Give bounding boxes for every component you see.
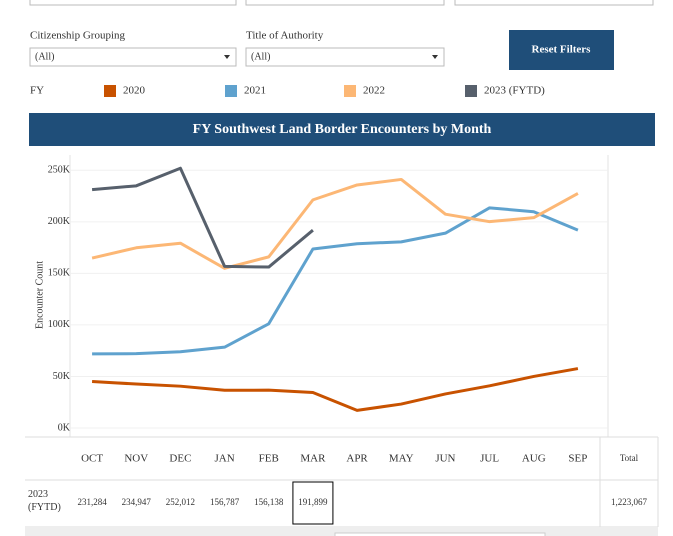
x-tick-label: FEB [259, 453, 279, 465]
legend-label: 2020 [123, 85, 146, 97]
y-tick-label: 100K [48, 319, 71, 330]
filter-dropdown-cut[interactable] [245, 0, 445, 6]
legend-label: 2022 [363, 85, 385, 97]
series-line [91, 177, 579, 270]
table-cell: 191,899 [298, 497, 328, 507]
table-cell: 156,787 [210, 497, 240, 507]
filter-label: Title of Authority [246, 30, 324, 42]
filter-value: (All) [251, 51, 270, 62]
legend-swatch [465, 85, 477, 97]
filter-dropdown[interactable] [29, 47, 237, 67]
y-axis-label: Encounter Count [34, 261, 45, 329]
filter-dropdown-cut[interactable] [29, 0, 237, 6]
x-tick-label: MAY [389, 453, 414, 465]
y-tick-label: 200K [48, 216, 71, 227]
series-line [92, 206, 579, 356]
x-tick-label: OCT [81, 453, 103, 465]
dropdown-arrow [432, 55, 438, 59]
x-tick-label: MAR [300, 453, 326, 465]
legend-title: FY [30, 85, 44, 97]
y-tick-label: 50K [53, 371, 71, 382]
footer-box [334, 532, 546, 536]
dropdown-arrow [224, 55, 230, 59]
filter-label: Citizenship Grouping [30, 30, 126, 42]
x-tick-label: APR [346, 453, 368, 465]
table-cell: 252,012 [166, 497, 195, 507]
selected-cell [292, 481, 334, 525]
x-tick-label: AUG [522, 453, 546, 465]
legend-swatch [104, 85, 116, 97]
total-header: Total [620, 453, 639, 463]
series-line [91, 367, 579, 412]
legend-label: 2021 [244, 85, 266, 97]
legend-swatch [225, 85, 237, 97]
x-tick-label: JUL [480, 453, 499, 465]
reset-button[interactable] [509, 30, 614, 70]
table-cell: 231,284 [77, 497, 107, 507]
title-bar [29, 113, 655, 146]
table-footer [25, 528, 658, 536]
table-cell: 234,947 [122, 497, 152, 507]
filter-dropdown-cut[interactable] [454, 0, 654, 6]
x-tick-label: JUN [435, 453, 455, 465]
x-tick-label: JAN [214, 453, 234, 465]
y-tick-label: 0K [58, 422, 71, 433]
chart-title: FY Southwest Land Border Encounters by M… [193, 122, 492, 137]
series-line [91, 166, 314, 269]
y-tick-label: 250K [48, 165, 71, 176]
y-tick-label: 150K [48, 268, 71, 279]
row-label: 2023 (FYTD) [28, 489, 61, 513]
row-label-box: 2023 (FYTD) [28, 489, 61, 513]
x-tick-label: NOV [124, 453, 148, 465]
filter-dropdown[interactable] [245, 47, 445, 67]
filter-value: (All) [35, 51, 54, 62]
reset-button-label: Reset Filters [532, 44, 592, 56]
legend-label: 2023 (FYTD) [484, 85, 545, 97]
x-tick-label: DEC [169, 453, 191, 465]
table-cell: 156,138 [254, 497, 284, 507]
legend-swatch [344, 85, 356, 97]
x-tick-label: SEP [568, 453, 587, 465]
row-total: 1,223,067 [611, 497, 648, 507]
